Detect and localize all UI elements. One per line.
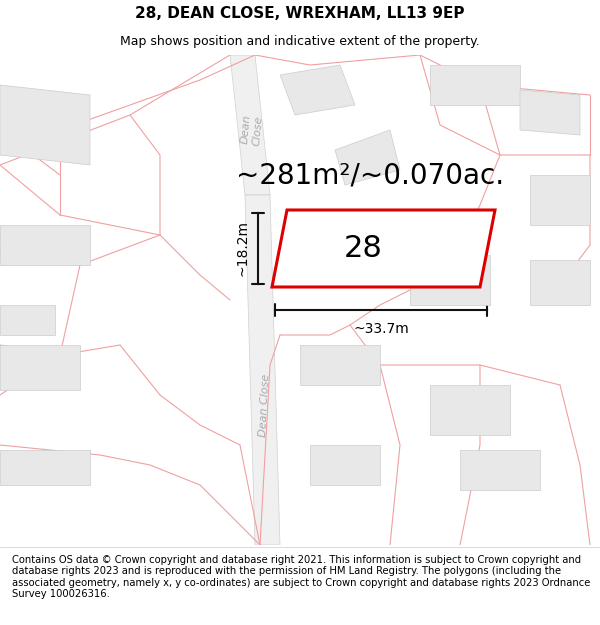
Polygon shape xyxy=(410,255,490,305)
Polygon shape xyxy=(0,85,90,165)
Polygon shape xyxy=(530,175,590,225)
Polygon shape xyxy=(430,65,520,105)
Polygon shape xyxy=(300,345,380,385)
Polygon shape xyxy=(245,195,280,545)
Polygon shape xyxy=(430,385,510,435)
Polygon shape xyxy=(460,450,540,490)
Text: Map shows position and indicative extent of the property.: Map shows position and indicative extent… xyxy=(120,35,480,48)
Polygon shape xyxy=(0,225,90,265)
Text: 28, DEAN CLOSE, WREXHAM, LL13 9EP: 28, DEAN CLOSE, WREXHAM, LL13 9EP xyxy=(135,6,465,21)
Text: ~281m²/~0.070ac.: ~281m²/~0.070ac. xyxy=(236,161,504,189)
Polygon shape xyxy=(0,450,90,485)
Polygon shape xyxy=(335,130,400,185)
Text: Dean
Close: Dean Close xyxy=(240,114,264,146)
Text: Contains OS data © Crown copyright and database right 2021. This information is : Contains OS data © Crown copyright and d… xyxy=(12,554,590,599)
Polygon shape xyxy=(272,210,495,287)
Polygon shape xyxy=(0,345,80,390)
Text: ~18.2m: ~18.2m xyxy=(236,221,250,276)
Polygon shape xyxy=(0,305,55,335)
Text: ~33.7m: ~33.7m xyxy=(353,322,409,336)
Polygon shape xyxy=(530,260,590,305)
Polygon shape xyxy=(310,445,380,485)
Polygon shape xyxy=(280,65,355,115)
Text: Dean Close: Dean Close xyxy=(259,373,272,437)
Polygon shape xyxy=(230,55,270,195)
Text: 28: 28 xyxy=(344,234,383,263)
Polygon shape xyxy=(520,90,580,135)
